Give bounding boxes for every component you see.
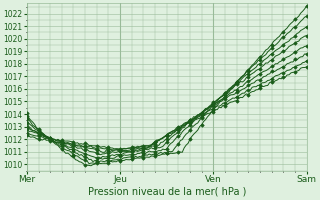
X-axis label: Pression niveau de la mer( hPa ): Pression niveau de la mer( hPa ) <box>88 187 246 197</box>
